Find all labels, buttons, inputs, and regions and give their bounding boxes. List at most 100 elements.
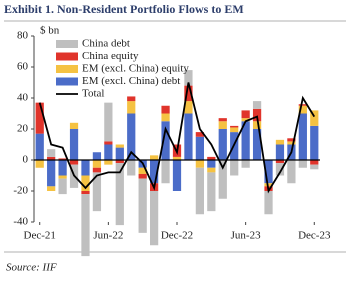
x-tick-label: Dec-21	[24, 230, 56, 242]
legend-label: EM (excl. China) equity	[82, 63, 189, 75]
bar-segment	[47, 186, 56, 191]
bar-segment	[195, 136, 204, 160]
bar-segment	[172, 156, 182, 160]
bar-segment	[47, 160, 56, 187]
y-axis-label: $ bn	[40, 25, 60, 37]
legend-swatch	[56, 52, 78, 61]
bar-segment	[298, 113, 307, 160]
bar-segment	[310, 160, 319, 165]
bar-segment	[207, 156, 216, 160]
bar-segment	[104, 160, 113, 165]
bar-segment	[58, 160, 67, 176]
source: Source: IIF	[6, 262, 57, 274]
bar-segment	[241, 118, 250, 122]
bar-segment	[127, 113, 136, 160]
bar-segment	[230, 127, 239, 133]
bar-segment	[310, 164, 319, 170]
y-tick-label: -40	[13, 216, 28, 228]
bar-segment	[264, 183, 273, 187]
bar-segment	[230, 160, 239, 176]
bar-segment	[104, 102, 113, 142]
bar-segment	[69, 122, 79, 129]
bar-segment	[150, 191, 159, 246]
y-tick-label: 40	[17, 92, 29, 104]
bar-segment	[115, 147, 124, 160]
bar-segment	[35, 102, 44, 134]
legend-swatch	[56, 77, 78, 86]
bar-segment	[138, 167, 147, 174]
legend-label: China equity	[82, 50, 139, 62]
bar-segment	[58, 175, 67, 179]
y-tick-label: 20	[17, 123, 29, 135]
bar-segment	[184, 85, 193, 102]
chart-title: Exhibit 1. Non-Resident Portfolio Flows …	[4, 2, 244, 16]
bar-segment	[92, 160, 102, 168]
bar-segment	[35, 160, 44, 168]
bar-segment	[104, 141, 113, 145]
bar-segment	[161, 113, 170, 122]
bar-segment	[241, 110, 250, 119]
bar-segment	[161, 105, 170, 114]
bar-segment	[69, 129, 79, 160]
bar-segment	[150, 160, 159, 184]
bar-segment	[47, 156, 56, 160]
bar-segment	[298, 105, 307, 114]
bar-segment	[81, 194, 90, 257]
bar-segment	[207, 167, 216, 173]
x-tick-label: Jun-22	[93, 230, 123, 242]
bar-segment	[69, 160, 79, 165]
bar-segment	[115, 163, 124, 226]
bar-segment	[241, 121, 250, 160]
bar-segment	[184, 113, 193, 160]
legend-label: EM (excl. China) debt	[82, 75, 180, 87]
bar-segment	[207, 172, 216, 212]
bar-segment	[275, 144, 285, 160]
bar-segment	[115, 160, 124, 164]
bar-segment	[172, 160, 182, 191]
bar-segment	[47, 149, 56, 157]
bar-segment	[207, 160, 216, 168]
bar-segment	[81, 160, 90, 176]
bar-segment	[127, 160, 136, 176]
bar-segment	[230, 125, 239, 128]
bar-segment	[252, 121, 262, 129]
bar-segment	[218, 160, 227, 199]
bar-segment	[195, 167, 204, 215]
y-tick-label: 60	[17, 61, 29, 73]
bar-segment	[92, 152, 102, 160]
bar-segment	[264, 191, 273, 215]
x-tick-label: Dec-23	[298, 230, 331, 242]
bar-segment	[92, 172, 102, 212]
bar-segment	[252, 108, 262, 122]
bar-segment	[138, 178, 147, 233]
bar-segment	[58, 158, 67, 160]
bar-segment	[241, 160, 250, 168]
bar-segment	[218, 118, 227, 122]
x-tick-label: Jun-23	[231, 230, 261, 242]
bar-segment	[298, 104, 307, 106]
bar-segment	[104, 144, 113, 160]
bar-segment	[310, 110, 319, 126]
bar-segment	[298, 160, 307, 168]
bar-segment	[287, 138, 296, 142]
bar-segment	[310, 125, 319, 160]
legend-swatch	[56, 65, 78, 73]
bar-segment	[58, 178, 67, 195]
bar-segment	[184, 101, 193, 114]
bar-segment	[264, 160, 273, 184]
bar-segment	[92, 167, 102, 173]
bar-segment	[287, 160, 296, 184]
y-tick-label: -20	[13, 185, 28, 197]
bar-segment	[252, 129, 262, 160]
y-tick-label: 0	[23, 154, 29, 166]
bar-segment	[195, 132, 204, 137]
bar-segment	[81, 175, 90, 191]
bar-segment	[184, 70, 193, 86]
bar-segment	[252, 101, 262, 109]
legend-swatch	[56, 40, 78, 48]
bar-segment	[195, 160, 204, 168]
bar-segment	[275, 160, 285, 164]
legend-label: China debt	[82, 38, 130, 50]
bar-segment	[218, 129, 227, 160]
